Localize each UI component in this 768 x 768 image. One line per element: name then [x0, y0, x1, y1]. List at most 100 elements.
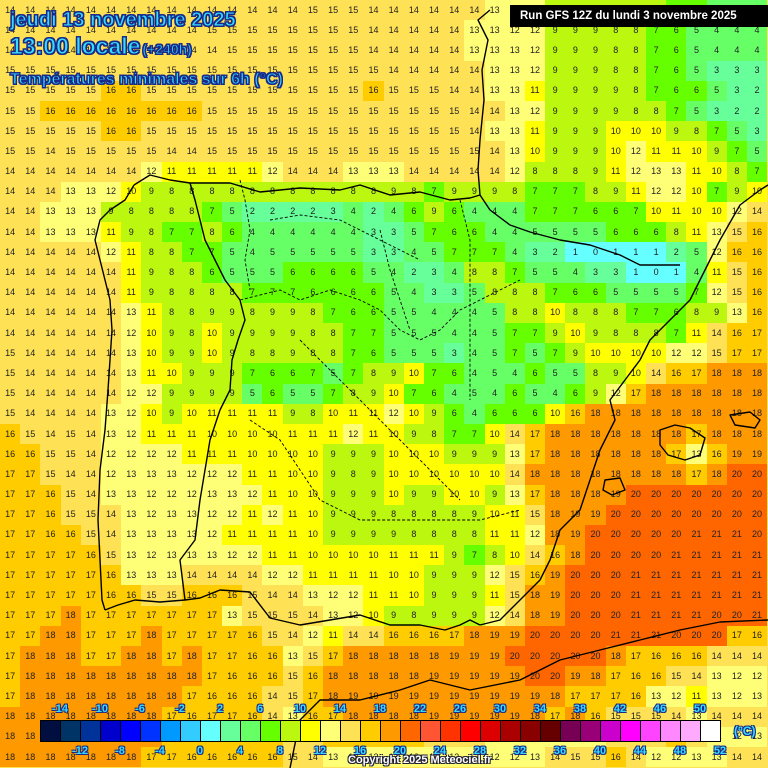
- grid-value: 18: [545, 464, 566, 485]
- grid-value: 9: [585, 161, 606, 182]
- grid-value: 17: [121, 605, 142, 626]
- grid-value: 15: [0, 141, 21, 162]
- grid-value: 14: [423, 40, 445, 61]
- grid-value: 18: [141, 625, 162, 646]
- grid-value: 17: [222, 646, 243, 667]
- grid-value: 17: [80, 585, 101, 606]
- grid-value: 18: [80, 686, 101, 707]
- grid-value: 12: [524, 524, 546, 546]
- grid-value: 6: [262, 383, 283, 404]
- legend-swatch: [161, 721, 181, 741]
- grid-value: 14: [403, 0, 424, 21]
- grid-value: 19: [484, 666, 505, 687]
- grid-value: 13: [504, 100, 525, 122]
- grid-value: 15: [201, 121, 223, 142]
- grid-value: 14: [40, 282, 61, 303]
- grid-value: 14: [504, 605, 525, 626]
- grid-value: 17: [201, 666, 223, 687]
- grid-value: 14: [161, 141, 182, 162]
- grid-value: 5: [383, 282, 404, 303]
- grid-value: 19: [565, 504, 586, 525]
- grid-value: 11: [262, 484, 283, 505]
- grid-value: 17: [161, 746, 182, 768]
- grid-value: 10: [383, 383, 404, 404]
- grid-value: 14: [383, 20, 404, 41]
- grid-value: 13: [100, 484, 122, 505]
- grid-value: 15: [726, 222, 747, 243]
- grid-value: 14: [40, 0, 61, 21]
- grid-value: 10: [646, 121, 667, 142]
- grid-value: 9: [464, 444, 485, 465]
- grid-value: 15: [403, 121, 424, 142]
- legend-swatch: [221, 721, 241, 741]
- grid-value: 7: [323, 302, 344, 323]
- grid-value: 12: [100, 242, 122, 263]
- grid-value: 18: [545, 686, 566, 707]
- grid-value: 13: [100, 423, 122, 445]
- grid-value: 18: [585, 484, 606, 505]
- grid-value: 7: [343, 323, 364, 344]
- grid-value: 18: [343, 666, 364, 687]
- grid-value: 15: [20, 80, 41, 101]
- grid-value: 5: [222, 201, 243, 223]
- grid-value: 9: [323, 524, 344, 546]
- grid-value: 14: [282, 585, 303, 606]
- grid-value: 14: [141, 20, 162, 41]
- grid-value: 19: [383, 686, 404, 707]
- grid-value: 8: [444, 524, 465, 546]
- grid-value: 19: [464, 686, 485, 707]
- grid-value: 15: [242, 100, 263, 122]
- grid-value: 16: [262, 746, 283, 768]
- grid-value: 7: [242, 282, 263, 303]
- grid-value: 21: [686, 545, 707, 566]
- grid-value: 19: [484, 646, 505, 667]
- grid-value: 18: [605, 444, 626, 465]
- grid-value: 18: [181, 646, 202, 667]
- grid-value: 8: [484, 262, 505, 283]
- grid-value: 7: [726, 141, 747, 162]
- grid-value: 18: [545, 484, 566, 505]
- grid-value: 16: [161, 100, 182, 122]
- grid-value: 14: [40, 302, 61, 323]
- grid-value: 21: [746, 545, 768, 566]
- grid-value: 6: [302, 282, 323, 303]
- grid-value: 8: [242, 343, 263, 364]
- grid-value: 15: [242, 585, 263, 606]
- grid-value: 20: [686, 504, 707, 525]
- grid-value: 9: [545, 40, 566, 61]
- grid-value: 20: [706, 484, 727, 505]
- grid-value: 15: [383, 121, 404, 142]
- grid-value: 18: [363, 646, 384, 667]
- grid-value: 5: [423, 323, 445, 344]
- grid-value: 14: [383, 40, 404, 61]
- legend-tick-top: -10: [92, 703, 108, 715]
- grid-value: 11: [323, 625, 344, 646]
- grid-value: 8: [181, 302, 202, 323]
- grid-value: 9: [565, 100, 586, 122]
- grid-value: 15: [40, 60, 61, 81]
- grid-value: 20: [686, 484, 707, 505]
- grid-value: 21: [646, 585, 667, 606]
- grid-value: 20: [706, 625, 727, 646]
- grid-value: 14: [746, 746, 768, 768]
- grid-value: 15: [0, 343, 21, 364]
- grid-value: 9: [100, 201, 122, 223]
- grid-value: 14: [0, 323, 21, 344]
- grid-value: 8: [201, 222, 223, 243]
- grid-value: 11: [201, 403, 223, 424]
- grid-value: 11: [262, 524, 283, 546]
- grid-value: 12: [625, 141, 646, 162]
- grid-value: 7: [646, 80, 667, 101]
- grid-value: 14: [423, 161, 445, 182]
- grid-value: 11: [222, 403, 243, 424]
- grid-value: 7: [706, 121, 727, 142]
- grid-value: 6: [666, 302, 687, 323]
- grid-value: 14: [100, 20, 122, 41]
- grid-value: 14: [20, 0, 41, 21]
- grid-value: 14: [262, 0, 283, 21]
- grid-value: 8: [343, 464, 364, 485]
- grid-value: 13: [686, 746, 707, 768]
- grid-value: 12: [201, 464, 223, 485]
- legend-swatch: [321, 721, 341, 741]
- grid-value: 2: [726, 100, 747, 122]
